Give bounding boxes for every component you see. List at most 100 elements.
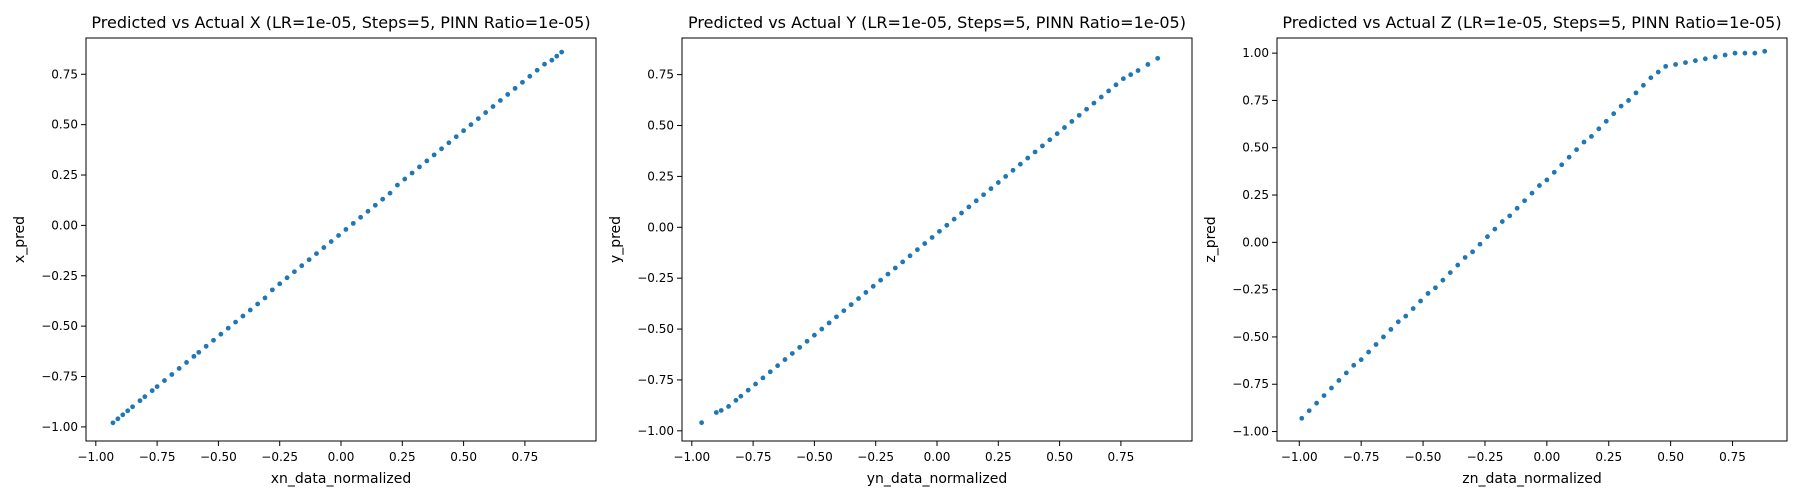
- y-tick-label-x: 0.75: [51, 67, 78, 81]
- data-point-x: [554, 53, 560, 59]
- y-tick-label-x: −1.00: [41, 420, 78, 434]
- data-point-x: [115, 416, 121, 422]
- data-point-x: [542, 61, 547, 67]
- data-point-y: [797, 344, 803, 350]
- data-point-z: [1477, 241, 1483, 247]
- data-point-y: [951, 216, 957, 222]
- data-point-x: [505, 92, 511, 97]
- data-point-y: [1040, 143, 1045, 149]
- y-tick-label-x: −0.75: [41, 370, 78, 384]
- data-point-y: [900, 259, 906, 265]
- data-point-z: [1603, 118, 1609, 124]
- data-point-x: [402, 176, 408, 182]
- x-tick-label-y: −0.25: [857, 450, 894, 464]
- x-tick-label-x: −1.00: [77, 450, 114, 464]
- x-tick-label-z: 0.00: [1533, 450, 1560, 464]
- x-tick-label-y: 0.25: [985, 450, 1012, 464]
- y-tick-label-x: 0.50: [51, 118, 78, 132]
- data-point-z: [1722, 52, 1728, 58]
- data-point-z: [1440, 277, 1446, 283]
- data-point-x: [490, 104, 496, 109]
- data-point-y: [1091, 100, 1097, 106]
- data-point-x: [299, 263, 305, 269]
- data-point-y: [914, 247, 920, 253]
- chart-x: −1.00 −0.75 −0.50 −0.25 0.00 0.25 0.50 0.75 −1.0…: [12, 13, 597, 487]
- data-point-z: [1551, 169, 1557, 175]
- data-point-x: [169, 372, 175, 377]
- y-axis-label-z: z_pred: [1203, 216, 1219, 262]
- x-tick-label-z: −0.75: [1343, 450, 1380, 464]
- data-point-z: [1529, 190, 1535, 196]
- data-point-x: [358, 214, 364, 220]
- data-point-x: [240, 313, 246, 319]
- data-point-z: [1447, 270, 1453, 276]
- data-point-y: [1113, 82, 1119, 88]
- data-point-y: [1084, 106, 1089, 112]
- y-axis-label-x: x_pred: [12, 216, 28, 263]
- x-tick-label-y: 0.00: [924, 450, 951, 464]
- data-point-y: [870, 283, 876, 289]
- data-point-x: [424, 158, 430, 164]
- data-point-y: [981, 192, 986, 198]
- data-point-z: [1702, 56, 1708, 62]
- data-point-x: [284, 275, 290, 281]
- data-point-y: [988, 186, 994, 192]
- data-point-z: [1492, 226, 1498, 232]
- y-tick-label-y: 0.00: [647, 220, 674, 234]
- data-point-z: [1663, 63, 1669, 69]
- data-point-z: [1626, 98, 1631, 103]
- data-point-x: [218, 331, 224, 337]
- data-point-y: [878, 277, 884, 283]
- y-tick-label-y: 0.50: [647, 119, 674, 133]
- data-point-z: [1299, 415, 1305, 421]
- data-point-z: [1358, 357, 1364, 363]
- data-point-y: [1098, 94, 1104, 100]
- data-point-x: [520, 79, 525, 85]
- plot-frame-z: [1276, 37, 1788, 442]
- data-point-y: [699, 420, 705, 426]
- x-tick-label-y: 0.75: [1108, 450, 1135, 464]
- data-point-x: [475, 116, 481, 121]
- y-tick-label-z: 1.00: [1242, 46, 1269, 60]
- data-point-z: [1655, 69, 1661, 75]
- data-point-y: [1069, 119, 1075, 124]
- data-point-y: [1025, 155, 1031, 161]
- data-point-z: [1581, 139, 1587, 145]
- data-point-x: [247, 307, 253, 313]
- data-point-z: [1692, 58, 1698, 64]
- data-point-z: [1559, 162, 1565, 168]
- data-point-y: [760, 375, 766, 381]
- data-point-z: [1589, 133, 1594, 139]
- data-point-y: [782, 357, 788, 362]
- data-point-y: [1135, 68, 1141, 73]
- data-point-y: [973, 198, 979, 204]
- data-point-x: [255, 301, 261, 307]
- data-point-z: [1403, 313, 1409, 319]
- data-point-y: [1047, 137, 1053, 143]
- data-point-z: [1762, 48, 1768, 54]
- data-point-y: [1120, 76, 1126, 82]
- data-point-z: [1673, 62, 1678, 67]
- data-point-y: [959, 210, 964, 216]
- y-tick-label-y: −1.00: [637, 424, 674, 438]
- plot-frame-y: [681, 37, 1193, 442]
- data-point-x: [527, 73, 533, 79]
- data-point-x: [184, 360, 189, 365]
- data-point-y: [922, 241, 928, 246]
- x-tick-label-x: 0.75: [512, 450, 539, 464]
- data-point-y: [1145, 62, 1151, 67]
- data-point-z: [1633, 90, 1639, 96]
- data-point-z: [1388, 326, 1394, 332]
- data-point-z: [1683, 60, 1688, 65]
- chart-title-z: Predicted vs Actual Z (LR=1e-05, Steps=5…: [1282, 13, 1781, 32]
- data-point-x: [176, 366, 182, 371]
- data-point-x: [191, 353, 197, 359]
- data-point-x: [534, 67, 540, 73]
- data-point-y: [1076, 112, 1082, 118]
- data-point-y: [789, 351, 795, 356]
- data-point-y: [745, 387, 751, 393]
- data-point-z: [1366, 349, 1372, 355]
- data-point-x: [154, 384, 160, 389]
- data-point-z: [1544, 177, 1550, 183]
